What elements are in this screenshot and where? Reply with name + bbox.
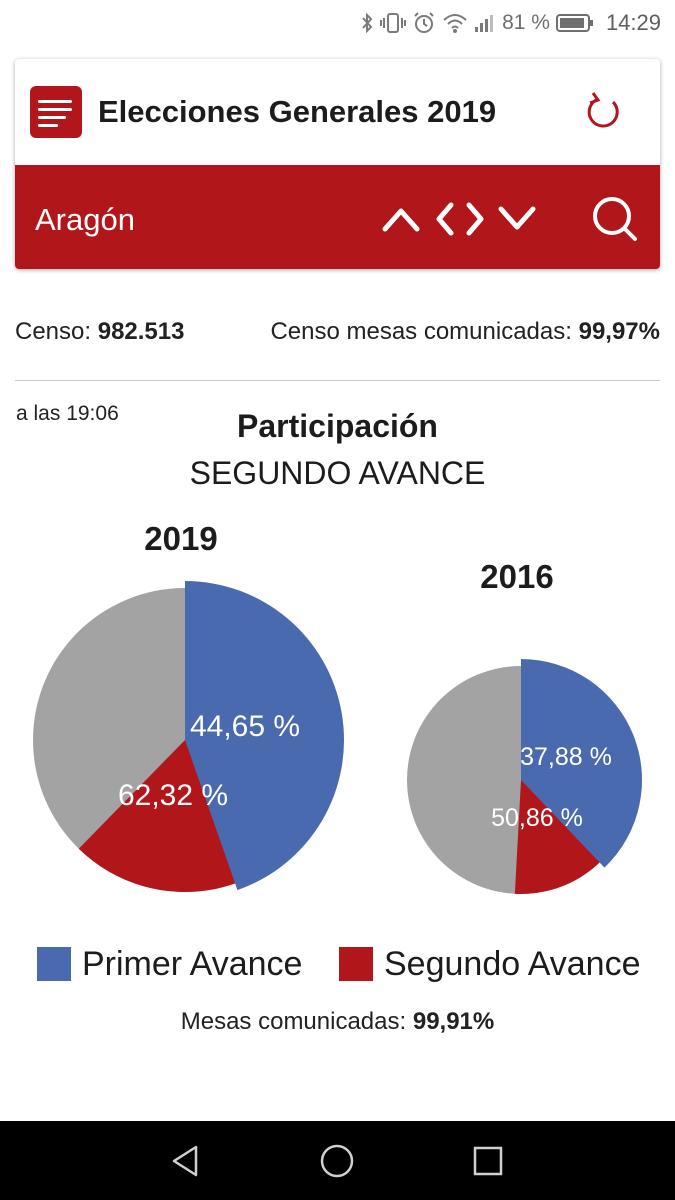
app-header: Elecciones Generales 2019 Aragón bbox=[15, 59, 660, 269]
legend-swatch-segundo bbox=[339, 947, 373, 981]
censo-mesas: Censo mesas comunicadas: 99,97% bbox=[270, 318, 660, 346]
legend-item-primer: Primer Avance bbox=[37, 942, 302, 986]
data-label-segundo: 62,32 % bbox=[118, 779, 228, 812]
legend-item-segundo: Segundo Avance bbox=[339, 942, 641, 986]
clock: 14:29 bbox=[605, 10, 661, 35]
legend-swatch-primer bbox=[37, 947, 71, 981]
signal-icon bbox=[475, 15, 494, 32]
navigation-bar bbox=[0, 1121, 675, 1200]
section-subtitle: SEGUNDO AVANCE bbox=[189, 455, 486, 491]
page-title: Elecciones Generales 2019 bbox=[98, 94, 497, 129]
divider bbox=[15, 380, 660, 381]
region-name: Aragón bbox=[35, 202, 135, 237]
vibrate-icon bbox=[380, 13, 407, 33]
wifi-icon bbox=[443, 14, 467, 33]
chevron-up-icon[interactable] bbox=[381, 201, 421, 235]
section-title: Participación bbox=[237, 408, 438, 444]
pie-2019: 44,65 % 62,32 % bbox=[33, 581, 344, 892]
data-label-segundo: 50,86 % bbox=[491, 804, 583, 832]
data-label-primer: 44,65 % bbox=[190, 710, 300, 743]
status-bar: 81 % 14:29 bbox=[0, 0, 675, 48]
mesas-comunicadas: Mesas comunicadas: 99,91% bbox=[0, 1008, 675, 1036]
menu-icon bbox=[38, 100, 72, 127]
chevron-down-icon[interactable] bbox=[497, 201, 537, 235]
legend-label-segundo: Segundo Avance bbox=[384, 944, 641, 983]
legend-label-primer: Primer Avance bbox=[82, 944, 303, 983]
censo-label: Censo: bbox=[15, 318, 92, 345]
participation-charts: 44,65 % 62,32 % 37,88 % 50,86 % bbox=[33, 581, 642, 894]
battery-icon bbox=[555, 14, 593, 32]
pie-2016: 37,88 % 50,86 % bbox=[407, 659, 642, 894]
region-bar: Aragón bbox=[15, 165, 660, 269]
pie-slice-primer-avance bbox=[185, 581, 344, 891]
alarm-icon bbox=[414, 12, 434, 33]
menu-button[interactable] bbox=[30, 86, 82, 138]
chart-title-2016: 2016 bbox=[480, 558, 554, 595]
status-icons: 81 % 14:29 bbox=[360, 9, 661, 37]
chart-title-2019: 2019 bbox=[144, 520, 218, 557]
censo-mesas-label: Censo mesas comunicadas: bbox=[270, 318, 572, 345]
mesas-label: Mesas comunicadas: bbox=[180, 1008, 407, 1035]
censo-mesas-value: 99,97% bbox=[578, 318, 660, 345]
refresh-icon bbox=[587, 92, 619, 128]
chevron-left-icon[interactable] bbox=[433, 201, 457, 237]
home-icon[interactable] bbox=[319, 1143, 355, 1179]
recents-icon[interactable] bbox=[470, 1143, 506, 1179]
bluetooth-icon bbox=[362, 12, 373, 34]
censo-value: 982.513 bbox=[97, 318, 185, 345]
time-label: a las 19:06 bbox=[16, 402, 119, 425]
censo: Censo: 982.513 bbox=[15, 318, 184, 346]
pie-slice-primer-avance bbox=[521, 659, 642, 868]
search-icon[interactable] bbox=[591, 195, 641, 245]
data-label-primer: 37,88 % bbox=[520, 743, 612, 771]
refresh-button[interactable] bbox=[582, 90, 626, 134]
chevron-right-icon[interactable] bbox=[463, 201, 487, 237]
mesas-value: 99,91% bbox=[412, 1008, 495, 1035]
battery-percent: 81 % bbox=[502, 11, 550, 34]
back-icon[interactable] bbox=[168, 1143, 204, 1179]
title-bar: Elecciones Generales 2019 bbox=[15, 59, 660, 165]
